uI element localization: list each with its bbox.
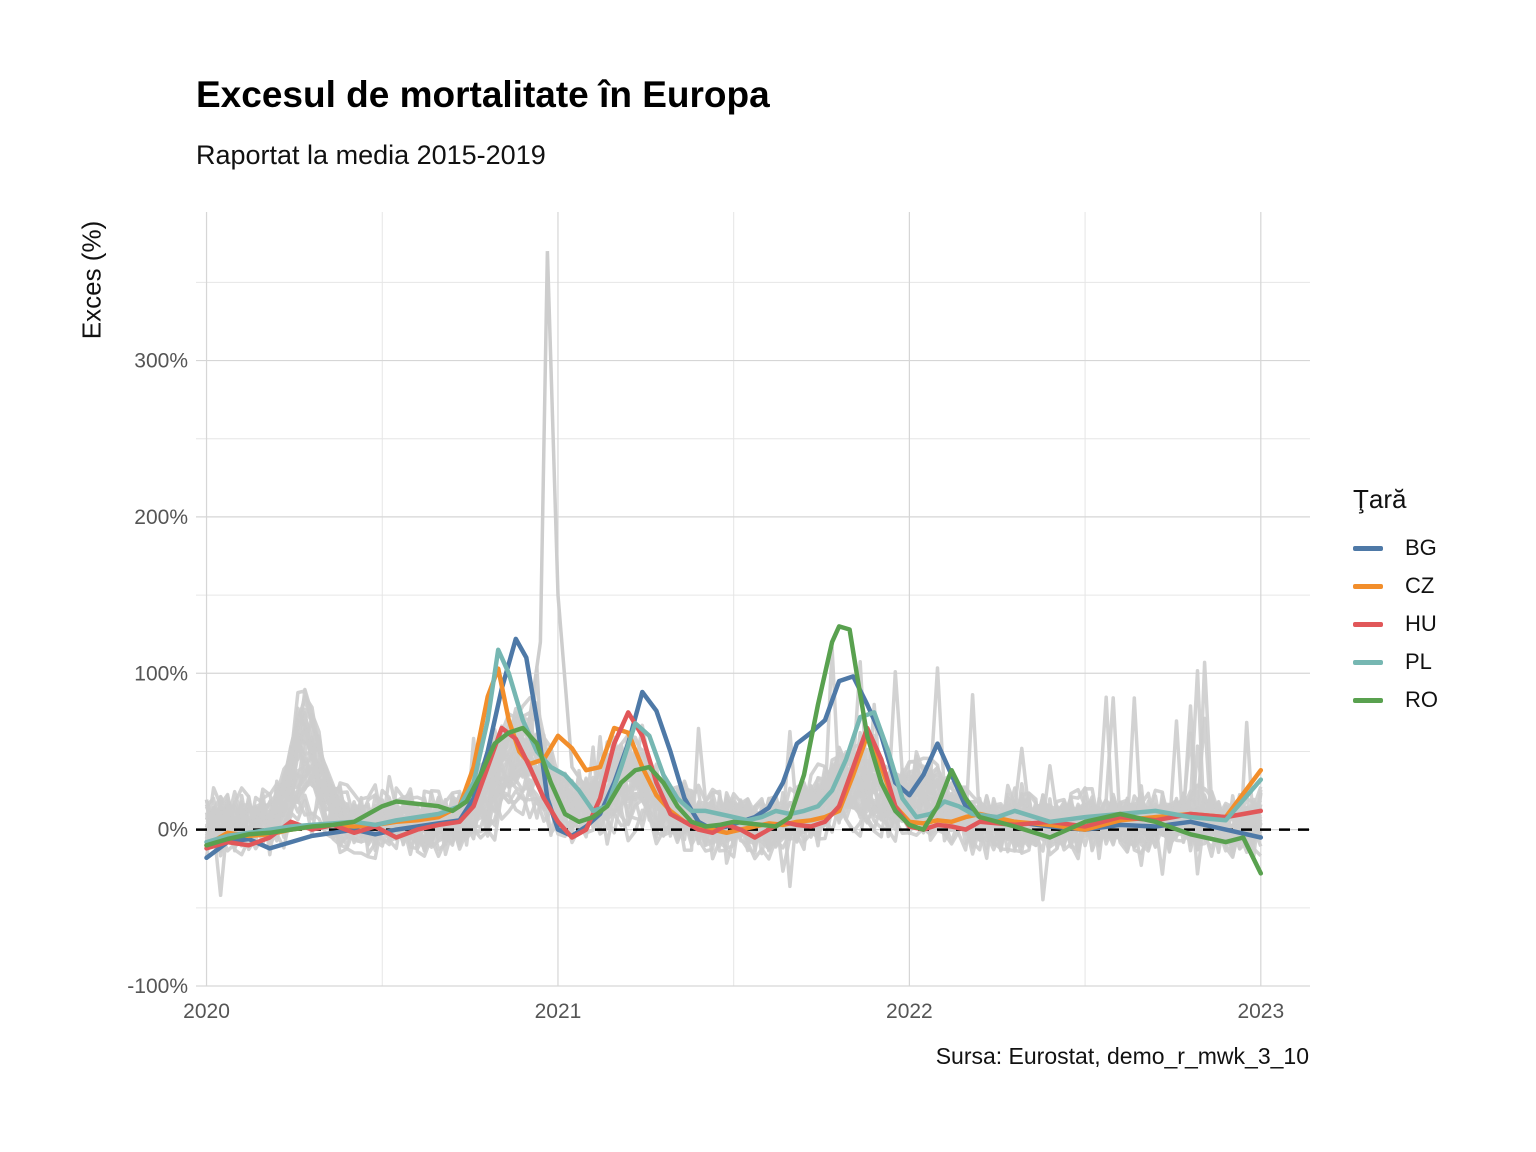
series-group xyxy=(204,624,1264,876)
legend-item-pl: PL xyxy=(1353,643,1438,681)
legend-key xyxy=(1353,659,1383,665)
y-axis-ticks: -100% 0% 100% 200% 300% xyxy=(127,350,188,998)
background-country-line xyxy=(486,251,595,800)
grid xyxy=(196,212,1310,987)
series-line-ro xyxy=(204,624,1264,876)
legend-item-bg: BG xyxy=(1353,529,1438,567)
legend-label: HU xyxy=(1405,611,1437,636)
y-tick-label: 100% xyxy=(134,662,188,685)
legend: Ţară BG CZ HU PL RO xyxy=(1353,484,1438,719)
chart-subtitle: Raportat la media 2015-2019 xyxy=(196,140,546,170)
y-tick-label: 200% xyxy=(134,506,188,529)
legend-item-hu: HU xyxy=(1353,605,1438,643)
x-axis-ticks: 2020 2021 2022 2023 xyxy=(183,1000,1284,1023)
x-tick-label: 2020 xyxy=(183,1000,230,1023)
legend-label: PL xyxy=(1405,649,1432,674)
series-line-pl xyxy=(204,647,1264,845)
y-tick-label: -100% xyxy=(127,975,188,998)
series-line-bg xyxy=(204,636,1264,861)
legend-key xyxy=(1353,545,1383,551)
legend-label: RO xyxy=(1405,687,1438,712)
legend-item-ro: RO xyxy=(1353,681,1438,719)
x-tick-label: 2023 xyxy=(1237,1000,1284,1023)
y-tick-label: 0% xyxy=(158,819,188,842)
x-tick-label: 2021 xyxy=(535,1000,582,1023)
y-tick-label: 300% xyxy=(134,350,188,373)
legend-items: BG CZ HU PL RO xyxy=(1353,529,1438,719)
source-caption: Sursa: Eurostat, demo_r_mwk_3_10 xyxy=(935,1043,1309,1069)
legend-key xyxy=(1353,583,1383,589)
legend-label: BG xyxy=(1405,535,1437,560)
legend-key xyxy=(1353,621,1383,627)
legend-key xyxy=(1353,697,1383,703)
legend-title: Ţară xyxy=(1353,484,1407,514)
series-line-hu xyxy=(204,710,1264,851)
x-tick-label: 2022 xyxy=(886,1000,933,1023)
legend-item-cz: CZ xyxy=(1353,567,1438,605)
legend-label: CZ xyxy=(1405,573,1435,598)
chart-title: Excesul de mortalitate în Europa xyxy=(196,74,770,115)
